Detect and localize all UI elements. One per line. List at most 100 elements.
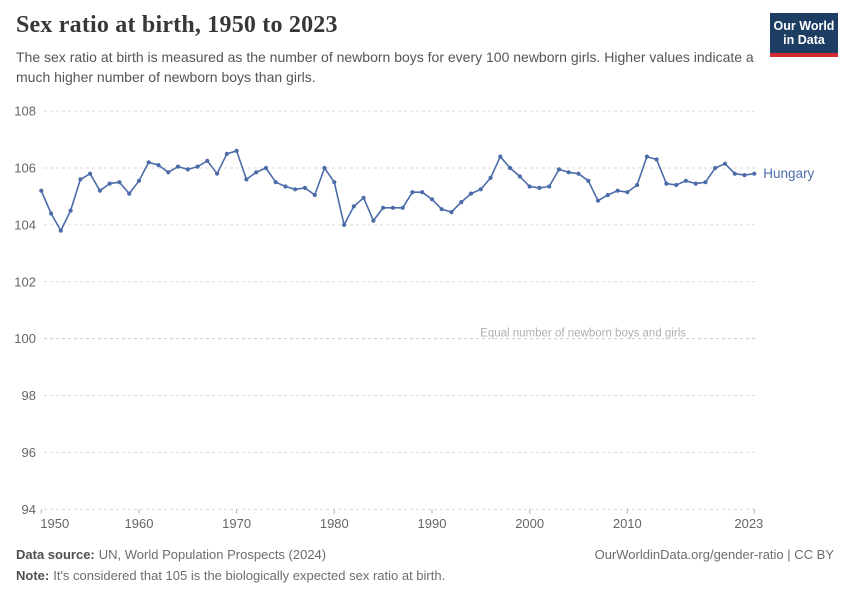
data-point[interactable]	[556, 167, 562, 172]
data-point[interactable]	[97, 188, 102, 193]
x-axis-tick-label: 1970	[222, 516, 251, 531]
data-source-label: Data source:	[16, 547, 95, 562]
data-point[interactable]	[742, 173, 747, 178]
data-point[interactable]	[293, 187, 298, 192]
data-point[interactable]	[722, 161, 728, 166]
y-axis-tick-label: 104	[14, 217, 36, 232]
data-point[interactable]	[586, 178, 591, 183]
data-point[interactable]	[468, 191, 474, 196]
data-point[interactable]	[644, 154, 650, 159]
data-point[interactable]	[478, 187, 483, 192]
data-point[interactable]	[371, 218, 376, 223]
data-point[interactable]	[156, 163, 161, 168]
data-point[interactable]	[361, 195, 366, 200]
data-point[interactable]	[508, 165, 513, 171]
data-point[interactable]	[263, 165, 268, 171]
data-point[interactable]	[381, 205, 386, 210]
owid-logo-line2: in Data	[783, 33, 825, 47]
data-point[interactable]	[302, 185, 308, 190]
data-point[interactable]	[195, 164, 200, 169]
footer-link[interactable]: OurWorldinData.org/gender-ratio | CC BY	[594, 547, 834, 562]
data-point[interactable]	[566, 170, 571, 175]
data-point[interactable]	[429, 197, 435, 202]
data-point[interactable]	[635, 182, 640, 188]
data-point[interactable]	[175, 164, 181, 169]
data-point[interactable]	[654, 157, 659, 162]
data-point[interactable]	[752, 171, 757, 176]
data-point[interactable]	[127, 191, 132, 196]
chart-header: Sex ratio at birth, 1950 to 2023 The sex…	[16, 12, 756, 87]
data-point[interactable]	[49, 211, 54, 216]
data-point[interactable]	[713, 165, 718, 171]
data-point[interactable]	[488, 175, 493, 180]
x-axis-tick-label: 1950	[40, 516, 69, 531]
data-point[interactable]	[547, 184, 552, 189]
data-point[interactable]	[664, 181, 669, 186]
data-point[interactable]	[234, 148, 239, 153]
data-point[interactable]	[390, 205, 395, 210]
data-point[interactable]	[703, 180, 708, 185]
data-point[interactable]	[693, 181, 698, 186]
data-point[interactable]	[342, 222, 347, 227]
data-point[interactable]	[146, 160, 151, 165]
y-axis-tick-label: 106	[14, 160, 36, 175]
y-axis-tick-label: 96	[22, 445, 36, 460]
data-point[interactable]	[185, 167, 190, 172]
data-source-line: Data source: UN, World Population Prospec…	[16, 547, 326, 562]
data-point[interactable]	[322, 165, 327, 171]
data-point[interactable]	[439, 207, 444, 212]
data-point[interactable]	[351, 204, 356, 209]
y-axis-tick-label: 94	[22, 502, 36, 517]
data-point[interactable]	[283, 184, 288, 189]
x-axis-tick-label: 1990	[418, 516, 447, 531]
x-axis-tick-label: 2023	[734, 516, 763, 531]
data-point[interactable]	[68, 208, 73, 213]
data-point[interactable]	[107, 181, 112, 186]
data-point[interactable]	[136, 178, 142, 183]
data-point[interactable]	[459, 200, 464, 205]
data-point[interactable]	[224, 151, 229, 156]
data-point[interactable]	[410, 190, 415, 195]
owid-logo[interactable]: Our World in Data	[770, 13, 838, 57]
data-point[interactable]	[166, 170, 171, 175]
data-point[interactable]	[449, 210, 454, 215]
data-source-text: UN, World Population Prospects (2024)	[98, 547, 327, 562]
data-point[interactable]	[595, 198, 601, 203]
data-point[interactable]	[117, 180, 122, 185]
x-axis-tick-label: 1980	[320, 516, 349, 531]
page-title: Sex ratio at birth, 1950 to 2023	[16, 12, 338, 38]
y-axis-tick-label: 98	[22, 388, 36, 403]
data-point[interactable]	[498, 154, 503, 159]
data-point[interactable]	[312, 192, 317, 198]
data-point[interactable]	[420, 190, 425, 195]
data-point[interactable]	[88, 171, 93, 176]
data-point[interactable]	[332, 180, 337, 185]
data-point[interactable]	[674, 182, 679, 188]
data-point[interactable]	[605, 192, 610, 198]
chart-footer: Data source: UN, World Population Prospec…	[16, 547, 834, 583]
data-point[interactable]	[732, 171, 737, 176]
data-point[interactable]	[78, 177, 83, 182]
note-text: It's considered that 105 is the biologic…	[53, 568, 446, 583]
data-point[interactable]	[58, 228, 63, 233]
data-point[interactable]	[683, 178, 689, 183]
data-point[interactable]	[625, 190, 630, 195]
y-axis-tick-label: 108	[14, 104, 36, 119]
data-point[interactable]	[205, 158, 210, 163]
data-point[interactable]	[244, 177, 249, 182]
data-point[interactable]	[39, 188, 44, 193]
data-point[interactable]	[254, 170, 259, 175]
data-point[interactable]	[527, 184, 532, 189]
equal-ratio-annotation: Equal number of newborn boys and girls	[480, 328, 686, 340]
data-point[interactable]	[400, 205, 405, 210]
y-axis-tick-label: 100	[14, 331, 36, 346]
data-point[interactable]	[517, 174, 523, 179]
data-point[interactable]	[537, 185, 542, 190]
data-point[interactable]	[615, 188, 620, 193]
data-point[interactable]	[215, 171, 220, 176]
data-point[interactable]	[576, 171, 581, 176]
series-label-hungary[interactable]: Hungary	[763, 166, 814, 181]
data-point[interactable]	[273, 180, 278, 185]
